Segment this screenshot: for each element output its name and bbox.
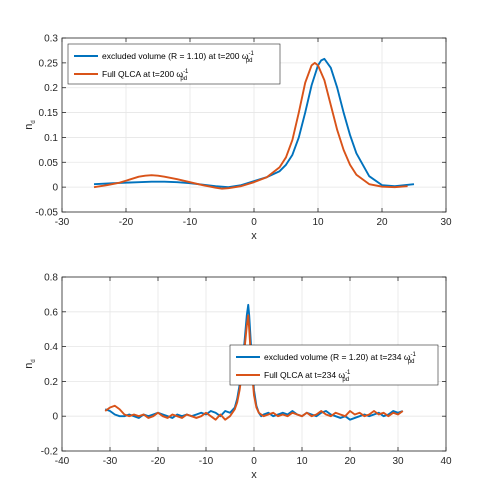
x-tick-label: -20 <box>151 456 166 467</box>
y-tick-label: 0.15 <box>39 108 59 119</box>
y-tick-label: 0.2 <box>44 377 58 388</box>
y-tick-label: 0.2 <box>44 83 58 94</box>
legend: excluded volume (R = 1.20) at t=234 ω-1 p… <box>229 344 439 386</box>
x-tick-label: 20 <box>376 217 388 228</box>
y-tick-label: 0.8 <box>44 273 58 284</box>
chart-2: -40 -30 -20 -10 0 10 20 30 40 -0.2 0 0.2 0.4 0.6 0.8 x n… <box>23 273 452 482</box>
x-tick-label: 30 <box>440 217 452 228</box>
y-axis-label: nd <box>23 120 37 129</box>
x-tick-label: -40 <box>55 456 70 467</box>
x-tick-label: 40 <box>440 456 452 467</box>
series-line-1 <box>93 57 415 189</box>
series-line-2 <box>93 61 408 190</box>
legend-entry-1: excluded volume (R = 1.20) at t=234 ω-1 p… <box>264 352 416 365</box>
legend-box <box>229 344 439 386</box>
y-tick-label: -0.05 <box>35 208 58 219</box>
y-tick-label: 0.1 <box>44 133 58 144</box>
legend: excluded volume (R = 1.10) at t=200 ω-1 p… <box>67 43 281 85</box>
legend-entry-1: excluded volume (R = 1.10) at t=200 ω-1 p… <box>102 51 254 64</box>
y-tick-label: 0.6 <box>44 307 58 318</box>
x-tick-label: -30 <box>103 456 118 467</box>
chart-1: -30 -20 -10 0 10 20 30 -0.05 0 0.05 0.1 0.15 0.2 0.25… <box>23 34 452 243</box>
x-tick-label: 10 <box>312 217 324 228</box>
y-axis-label: nd <box>23 359 37 368</box>
x-tick-label: 0 <box>251 217 257 228</box>
x-tick-label: 0 <box>251 456 257 467</box>
y-tick-label: 0.4 <box>44 342 58 353</box>
x-axis-label: x <box>251 230 257 242</box>
x-tick-label: 30 <box>392 456 404 467</box>
x-tick-label: -10 <box>183 217 198 228</box>
x-tick-label: -20 <box>119 217 134 228</box>
legend-box <box>67 43 281 85</box>
y-tick-label: -0.2 <box>41 447 59 458</box>
legend-entry-2: Full QLCA at t=200 ω-1 pd <box>102 69 189 82</box>
x-tick-label: 10 <box>296 456 308 467</box>
x-tick-label: -30 <box>55 217 70 228</box>
x-tick-label: 20 <box>344 456 356 467</box>
legend-entry-2: Full QLCA at t=234 ω-1 pd <box>264 370 351 383</box>
x-tick-label: -10 <box>199 456 214 467</box>
y-tick-label: 0 <box>52 412 58 423</box>
y-tick-label: 0.05 <box>39 158 59 169</box>
y-tick-label: 0 <box>52 183 58 194</box>
y-tick-label: 0.3 <box>44 34 58 45</box>
y-tick-label: 0.25 <box>39 58 59 69</box>
x-axis-label: x <box>251 469 257 481</box>
